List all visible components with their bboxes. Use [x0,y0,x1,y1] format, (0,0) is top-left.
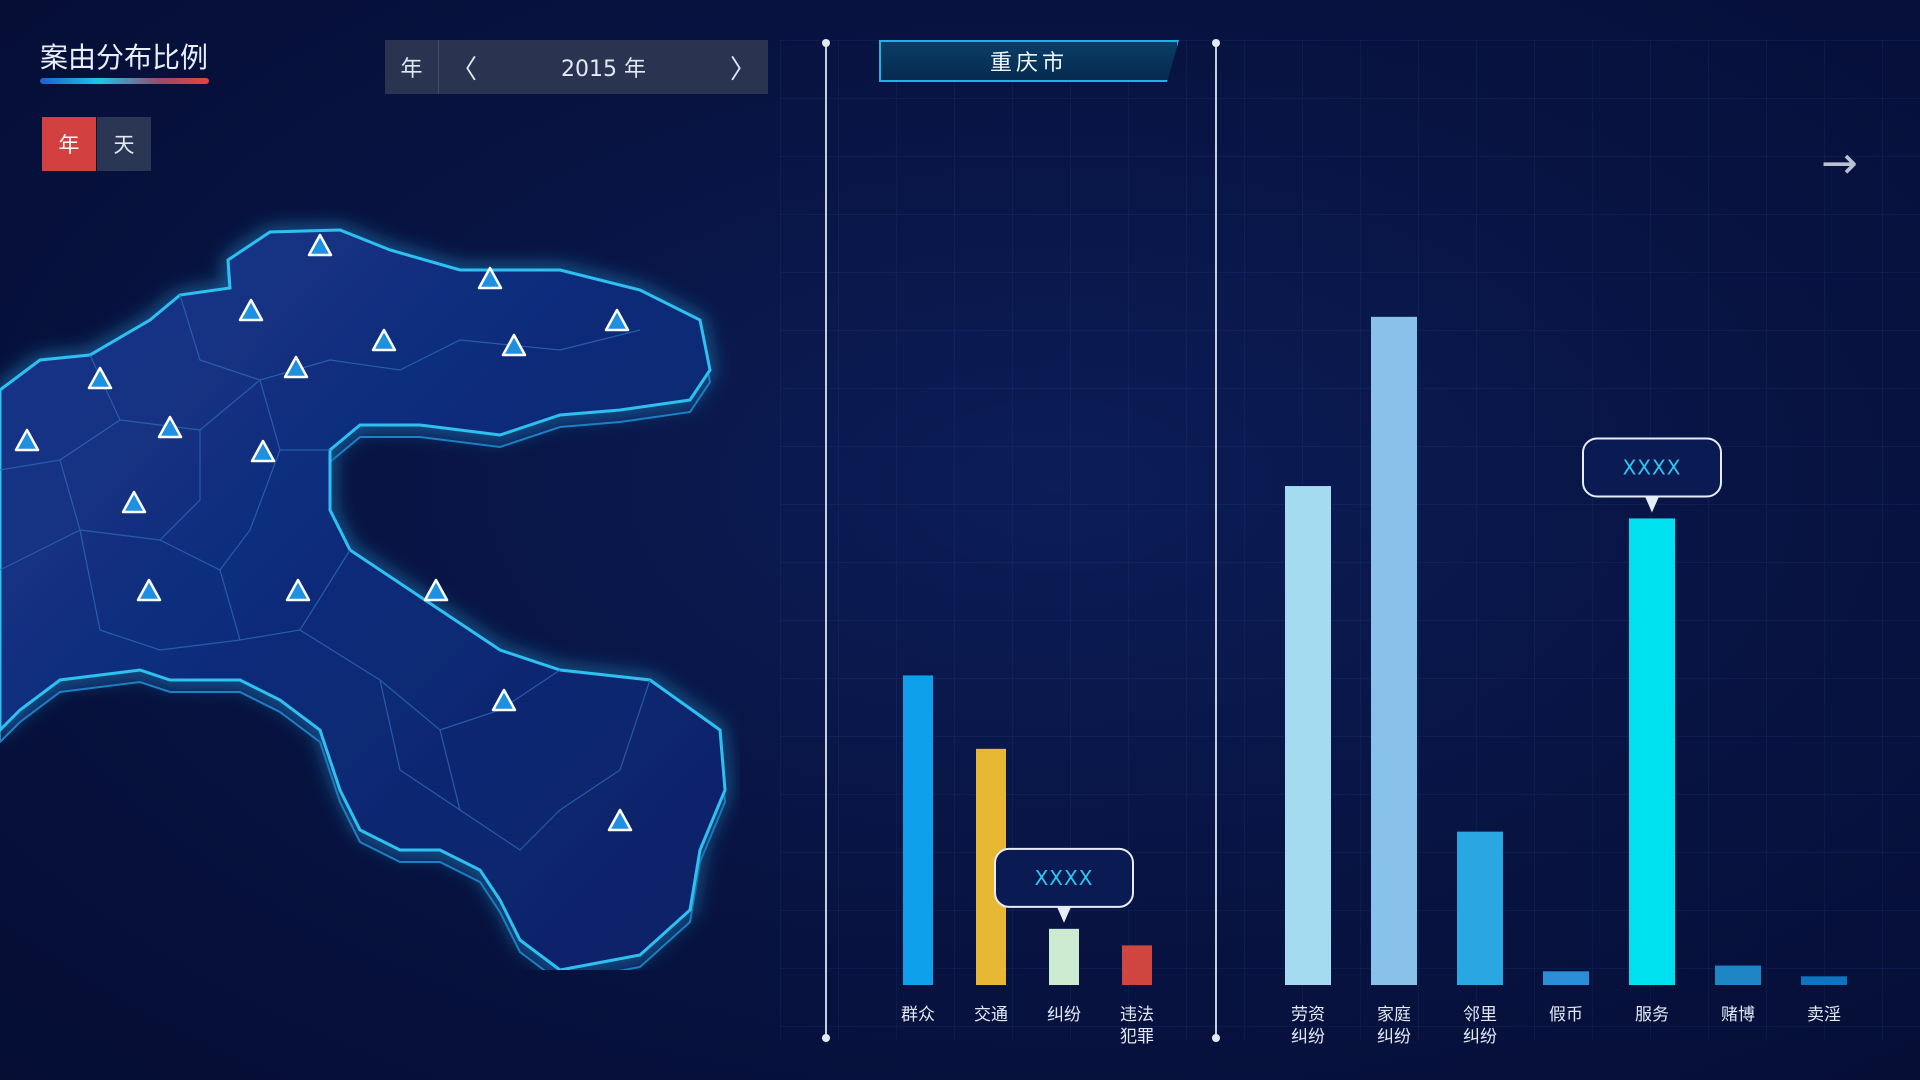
triangle-marker-icon[interactable] [423,578,449,602]
category-label: 邻里纠纷 [1463,1005,1497,1047]
bar-劳资纠纷[interactable] [1285,486,1331,985]
triangle-marker-icon[interactable] [607,808,633,832]
year-selector-label: 年 [385,40,439,94]
arrow-right-icon[interactable]: → [1821,138,1858,189]
divider-left-top-dot [822,39,830,47]
bar-赌博[interactable] [1715,965,1761,985]
region-map [0,210,740,984]
bar-卖淫[interactable] [1801,976,1847,985]
category-label: 违法犯罪 [1120,1005,1154,1047]
triangle-marker-icon[interactable] [121,490,147,514]
page-title: 案由分布比例 [40,41,209,74]
triangle-marker-icon[interactable] [307,233,333,257]
triangle-marker-icon[interactable] [604,308,630,332]
category-label: 纠纷 [1047,1005,1081,1025]
title-underline [40,78,209,84]
divider-left [825,43,827,1038]
background-grid [780,40,1920,1040]
bar-邻里纠纷[interactable] [1457,831,1503,985]
triangle-marker-icon[interactable] [87,366,113,390]
triangle-marker-icon[interactable] [14,428,40,452]
triangle-marker-icon[interactable] [250,439,276,463]
category-label: 假币 [1549,1005,1583,1025]
bar-违法犯罪[interactable] [1122,945,1152,985]
divider-right-top-dot [1212,39,1220,47]
category-label: 赌博 [1721,1005,1755,1025]
triangle-marker-icon[interactable] [285,578,311,602]
bar-tooltip: XXXX [994,847,1134,923]
granularity-day-button[interactable]: 天 [97,117,151,171]
triangle-marker-icon[interactable] [491,688,517,712]
category-label: 群众 [901,1005,935,1025]
chongqing-map [0,228,727,984]
bar-假币[interactable] [1543,971,1589,985]
next-year-icon[interactable]: 〉 [729,54,756,85]
bar-纠纷[interactable] [1049,928,1079,985]
category-label: 家庭纠纷 [1377,1005,1411,1047]
triangle-marker-icon[interactable] [501,333,527,357]
year-value: 2015 年 [561,57,646,82]
triangle-marker-icon[interactable] [371,328,397,352]
svg-text:XXXX: XXXX [1035,866,1094,890]
category-label: 交通 [974,1005,1008,1025]
divider-right-bottom-dot [1212,1034,1220,1042]
bar-家庭纠纷[interactable] [1371,316,1417,986]
bar-tooltip: XXXX [1582,437,1722,513]
triangle-marker-icon[interactable] [157,415,183,439]
year-selector: 年 〈 2015 年 〉 [385,40,768,94]
triangle-marker-icon[interactable] [477,266,503,290]
category-label: 服务 [1635,1005,1669,1025]
category-label: 劳资纠纷 [1291,1005,1325,1047]
bar-群众[interactable] [903,675,933,985]
divider-right [1215,43,1217,1038]
category-label: 卖淫 [1807,1005,1841,1025]
svg-text:XXXX: XXXX [1623,455,1682,479]
divider-left-bottom-dot [822,1034,830,1042]
city-name-tag: 重庆市 [879,40,1179,82]
triangle-marker-icon[interactable] [283,355,309,379]
bar-服务[interactable] [1629,518,1675,985]
granularity-year-button[interactable]: 年 [42,117,96,171]
triangle-marker-icon[interactable] [136,578,162,602]
triangle-marker-icon[interactable] [238,298,264,322]
previous-year-icon[interactable]: 〈 [450,54,477,85]
